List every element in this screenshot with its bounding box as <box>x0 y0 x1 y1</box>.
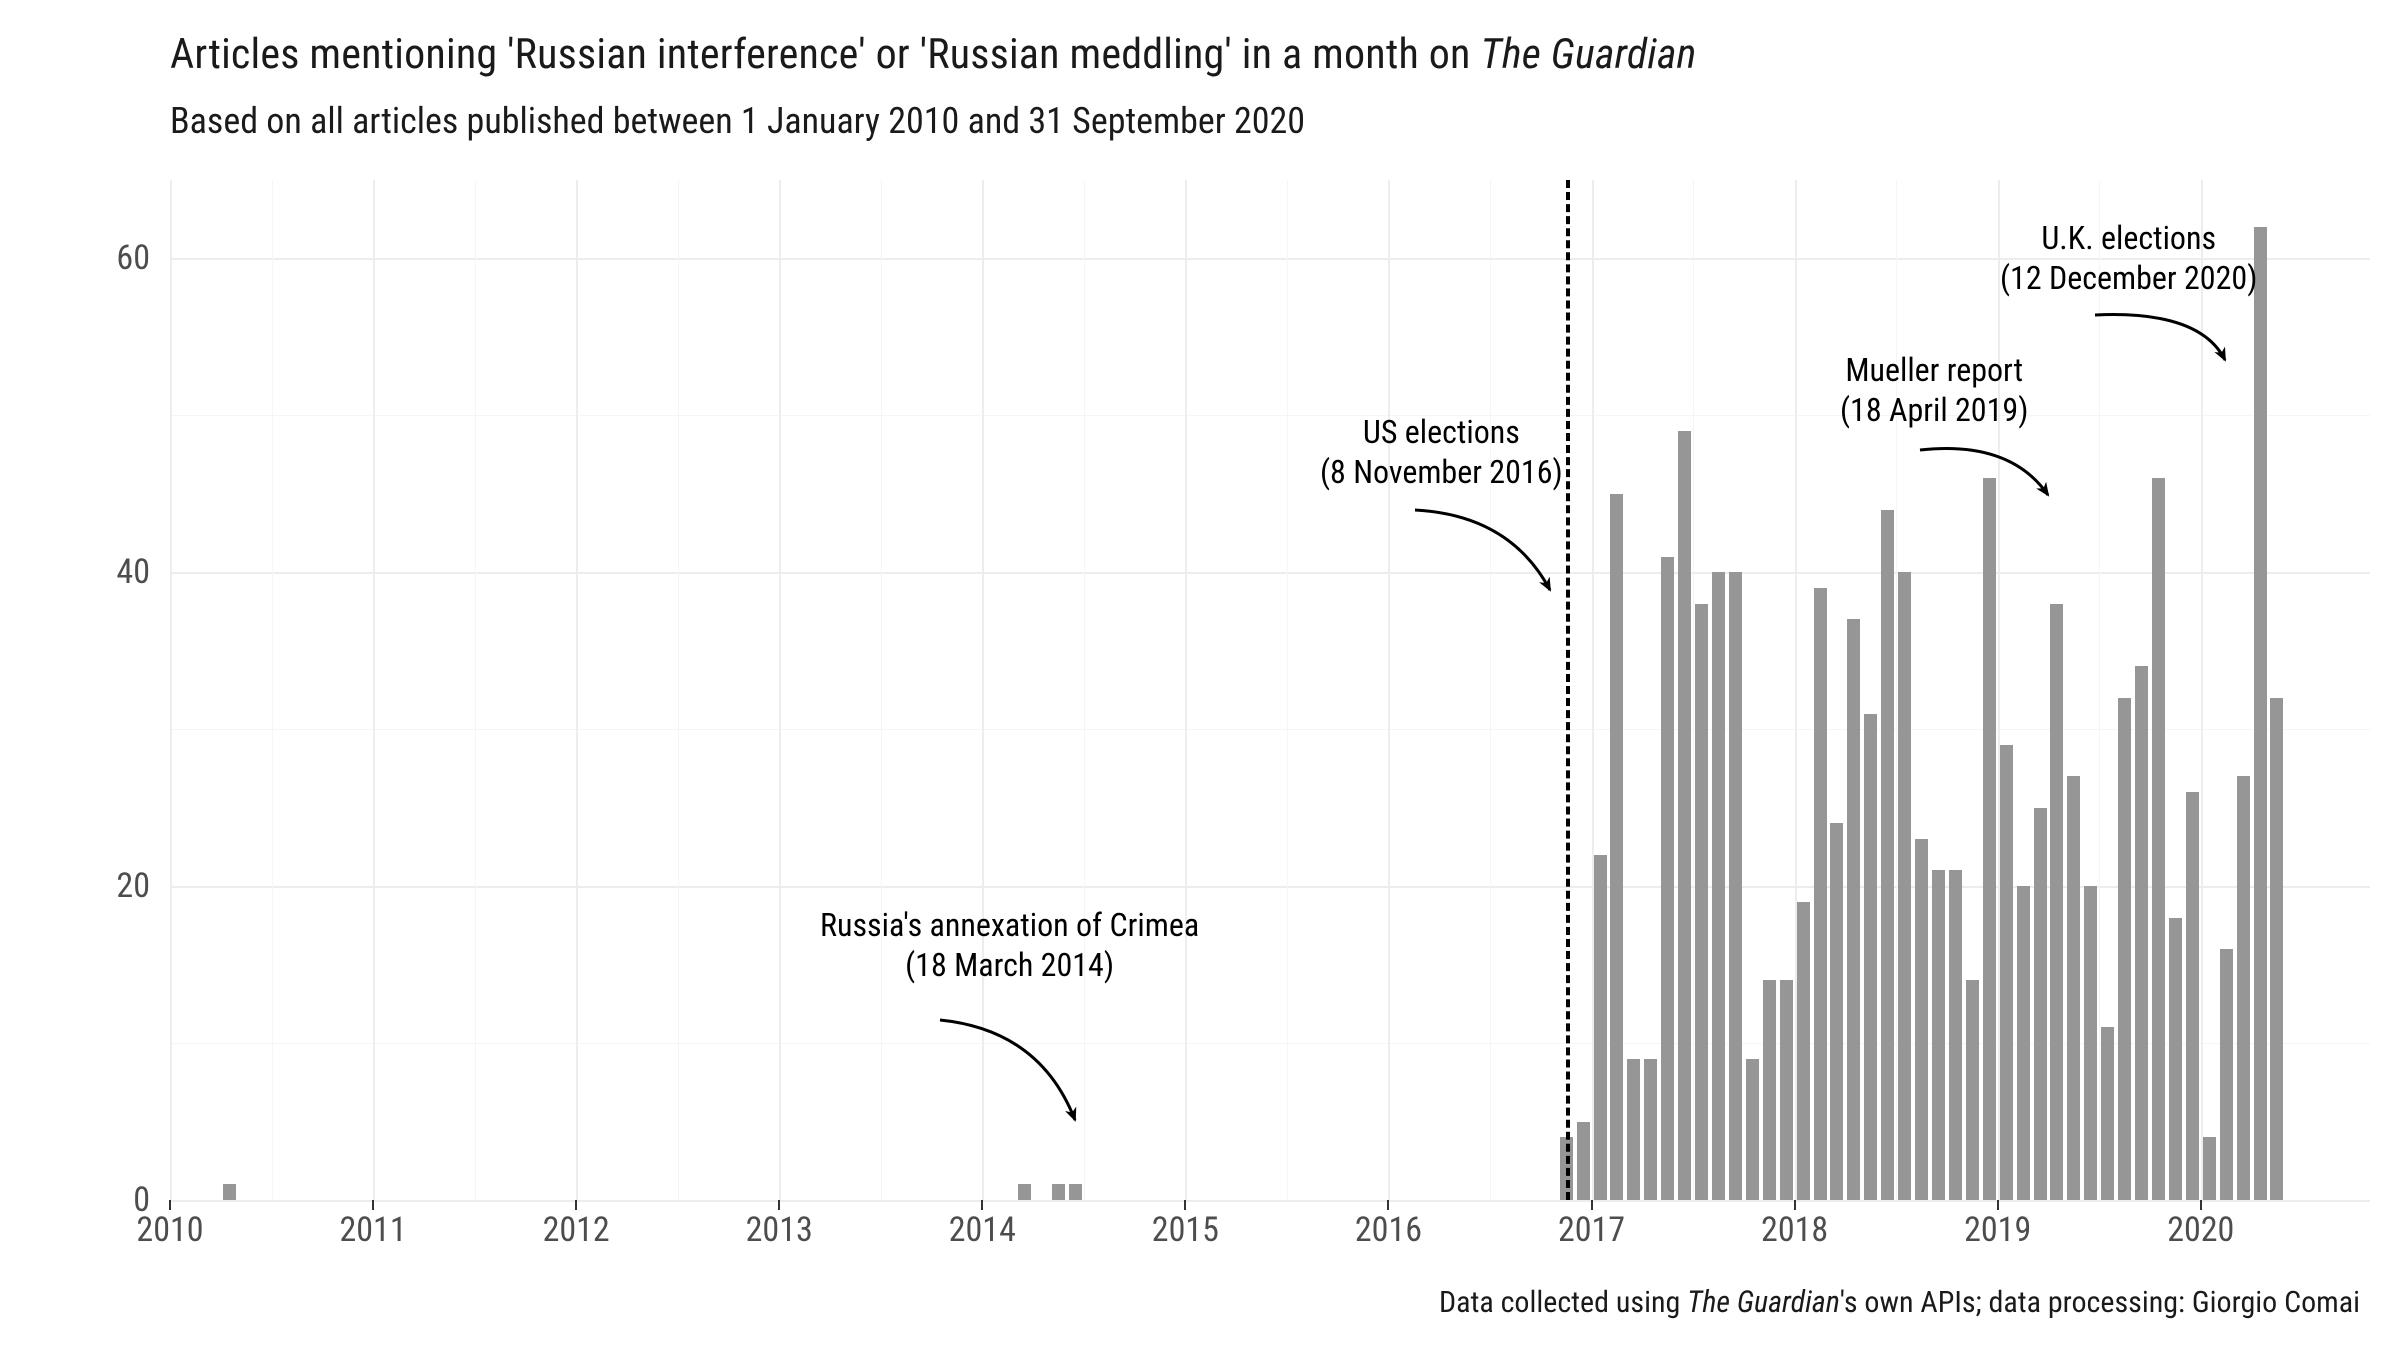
title-italic: The Guardian <box>1480 30 1696 79</box>
x-tick-label: 2014 <box>922 1210 1042 1250</box>
bar <box>2237 776 2250 1200</box>
bar <box>1069 1184 1082 1200</box>
bar <box>1763 980 1776 1200</box>
chart-title: Articles mentioning 'Russian interferenc… <box>170 30 1697 79</box>
bar <box>2034 808 2047 1200</box>
x-tick <box>981 1200 983 1210</box>
x-tick <box>2200 1200 2202 1210</box>
x-tick-label: 2018 <box>1735 1210 1855 1250</box>
bar <box>1712 572 1725 1200</box>
bar <box>1814 588 1827 1200</box>
y-tick-label: 20 <box>70 866 150 906</box>
bar <box>1915 839 1928 1200</box>
annotation-label: U.K. elections(12 December 2020) <box>2000 218 2257 298</box>
chart-canvas: Articles mentioning 'Russian interferenc… <box>0 0 2400 1350</box>
bar <box>2118 698 2131 1200</box>
caption-text-pre: Data collected using <box>1439 1285 1687 1320</box>
bar <box>2254 227 2267 1200</box>
bar <box>1847 619 1860 1200</box>
bar <box>2135 666 2148 1200</box>
annotation-label: Mueller report(18 April 2019) <box>1840 350 2028 430</box>
bar <box>2203 1137 2216 1200</box>
bar <box>1627 1059 1640 1200</box>
bar <box>223 1184 236 1200</box>
bar <box>1881 510 1894 1200</box>
bar <box>1678 431 1691 1200</box>
bar <box>1983 478 1996 1200</box>
bar <box>1644 1059 1657 1200</box>
bar <box>1966 980 1979 1200</box>
bar <box>2000 745 2013 1200</box>
title-text: Articles mentioning 'Russian interferenc… <box>170 30 1480 79</box>
bar <box>2017 886 2030 1200</box>
bar <box>1610 494 1623 1200</box>
bar <box>1018 1184 1031 1200</box>
bar <box>1830 823 1843 1200</box>
bar <box>2084 886 2097 1200</box>
bar <box>1898 572 1911 1200</box>
bar <box>1780 980 1793 1200</box>
chart-subtitle: Based on all articles published between … <box>170 100 1305 142</box>
bar <box>1052 1184 1065 1200</box>
bar <box>2067 776 2080 1200</box>
bar <box>2101 1027 2114 1200</box>
x-tick <box>1997 1200 1999 1210</box>
bar <box>1661 557 1674 1200</box>
y-tick-label: 60 <box>70 238 150 278</box>
bar <box>1949 870 1962 1200</box>
x-tick <box>1387 1200 1389 1210</box>
bar <box>1695 604 1708 1200</box>
bar <box>1577 1122 1590 1200</box>
bar <box>1746 1059 1759 1200</box>
annotation-label: Russia's annexation of Crimea(18 March 2… <box>820 905 1199 985</box>
chart-caption: Data collected using The Guardian's own … <box>1439 1285 2360 1320</box>
y-gridline <box>170 1200 2370 1202</box>
x-tick <box>1591 1200 1593 1210</box>
y-tick-label: 40 <box>70 552 150 592</box>
x-tick-label: 2013 <box>719 1210 839 1250</box>
bar <box>2152 478 2165 1200</box>
caption-italic: The Guardian <box>1687 1285 1840 1320</box>
x-tick <box>169 1200 171 1210</box>
x-tick <box>1184 1200 1186 1210</box>
x-tick <box>372 1200 374 1210</box>
bar <box>1594 855 1607 1200</box>
x-tick <box>575 1200 577 1210</box>
bars-layer <box>170 180 2370 1200</box>
x-tick-label: 2016 <box>1328 1210 1448 1250</box>
bar <box>2270 698 2283 1200</box>
bar <box>2169 918 2182 1200</box>
bar <box>1864 714 1877 1200</box>
caption-text-post: 's own APIs; data processing: Giorgio Co… <box>1840 1285 2360 1320</box>
x-tick-label: 2012 <box>516 1210 636 1250</box>
bar <box>2186 792 2199 1200</box>
x-tick <box>1794 1200 1796 1210</box>
event-vline <box>1566 180 1570 1200</box>
bar <box>2050 604 2063 1200</box>
x-tick-label: 2020 <box>2141 1210 2261 1250</box>
x-tick-label: 2019 <box>1938 1210 2058 1250</box>
x-tick-label: 2017 <box>1532 1210 1652 1250</box>
x-tick-label: 2015 <box>1125 1210 1245 1250</box>
bar <box>1729 572 1742 1200</box>
bar <box>1797 902 1810 1200</box>
annotation-label: US elections(8 November 2016) <box>1320 412 1563 492</box>
x-tick <box>778 1200 780 1210</box>
bar <box>1932 870 1945 1200</box>
bar <box>2220 949 2233 1200</box>
x-tick-label: 2011 <box>313 1210 433 1250</box>
x-tick-label: 2010 <box>110 1210 230 1250</box>
